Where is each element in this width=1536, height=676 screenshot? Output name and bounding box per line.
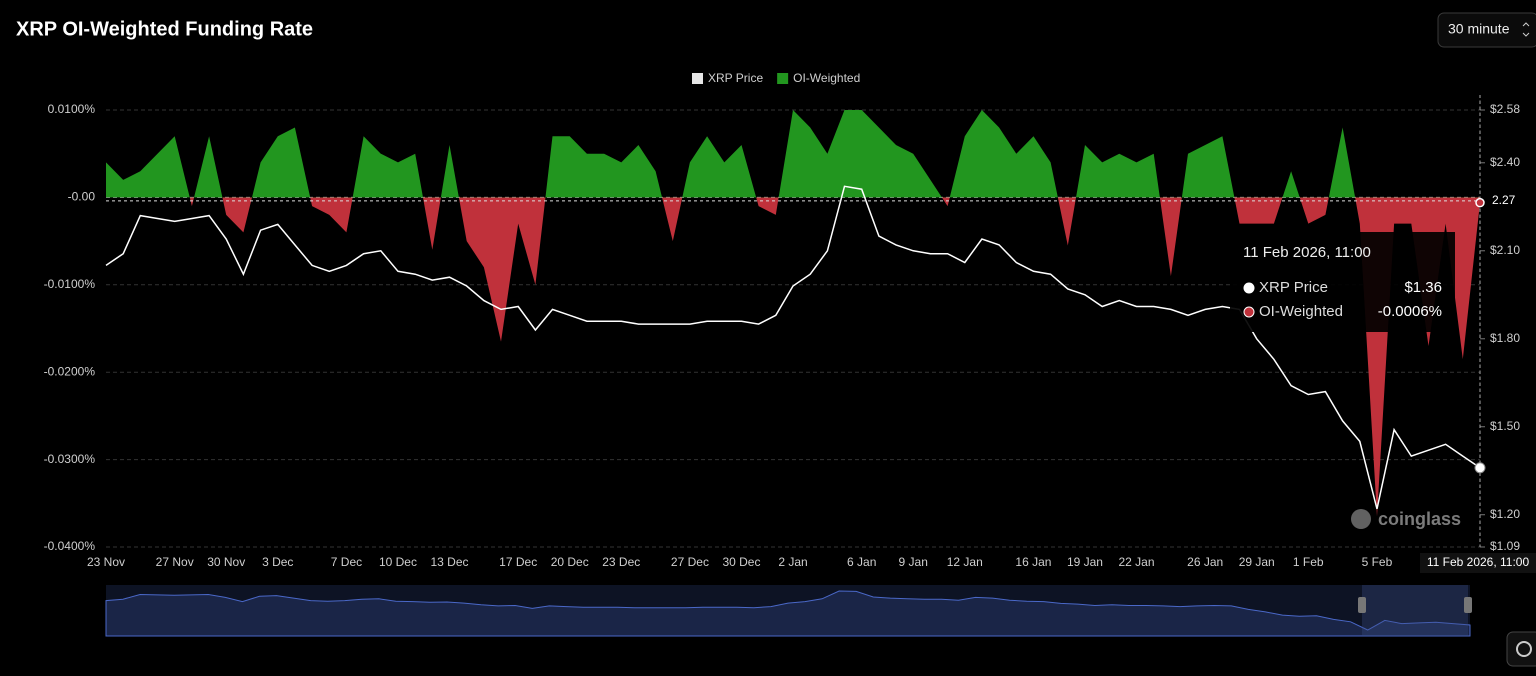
crosshair-y2-box [1484,191,1524,210]
y-tick-label: -0.00 [68,190,96,204]
x-tick-label: 13 Dec [430,555,468,569]
y2-tick-label: $1.09 [1490,539,1520,553]
y-tick-label: -0.0100% [44,277,96,291]
x-tick-label: 6 Jan [847,555,876,569]
navigator-area [105,590,1471,637]
tooltip-name: XRP Price [1259,279,1328,296]
navigator-handle[interactable] [1464,597,1472,613]
tooltip-title: 11 Feb 2026, 11:00 [1243,244,1371,261]
crosshair-y2-label: 2.27 [1492,193,1516,207]
x-tick-label: 23 Dec [602,555,640,569]
watermark-icon [1351,509,1371,529]
settings-button[interactable] [1506,631,1536,667]
tooltip: 11 Feb 2026, 11:00 XRP Price $1.36 OI-Weigh… [1230,232,1455,332]
x-tick-label: 29 Jan [1239,555,1275,569]
x-tick-label: 10 Dec [379,555,417,569]
x-tick-label: 5 Feb [1362,555,1393,569]
interval-select[interactable]: 30 minute [1437,12,1536,48]
settings-icon [1516,641,1532,657]
funding-area [106,110,1480,517]
y2-tick-label: $1.20 [1490,507,1520,521]
x-tick-label: 30 Dec [722,555,760,569]
select-label[interactable]: 30 minute [1448,21,1510,37]
y2-tick-label: $2.10 [1490,243,1520,257]
x-tick-label: 3 Dec [262,555,293,569]
chart-title: XRP OI-Weighted Funding Rate [16,18,313,40]
y2-tick-label: $2.40 [1490,155,1520,169]
tooltip-dot [1243,306,1255,318]
y-tick-label: 0.0100% [48,102,96,116]
x-tick-label: 2 Jan [778,555,807,569]
x-tick-label: 17 Dec [499,555,537,569]
x-tick-label: 19 Jan [1067,555,1103,569]
tooltip-value: -0.0006% [1378,303,1442,320]
x-tick-label: 7 Dec [331,555,362,569]
select-box[interactable] [1437,12,1536,48]
legend-swatch [692,73,703,84]
legend: XRP Price OI-Weighted [692,71,860,85]
legend-label: XRP Price [708,71,763,85]
y2-tick-label: $1.80 [1490,331,1520,345]
navigator-selection[interactable] [1362,585,1468,636]
y2-tick-label: $1.50 [1490,419,1520,433]
tooltip-dot [1243,282,1255,294]
x-tick-label: 30 Nov [207,555,245,569]
watermark: coinglass [1378,509,1461,529]
tooltip-name: OI-Weighted [1259,303,1343,320]
crosshair-x-box [1420,553,1536,573]
x-tick-label: 26 Jan [1187,555,1223,569]
tooltip-box [1230,232,1455,332]
y-tick-label: -0.0400% [44,539,96,553]
select-arrows [1522,22,1530,37]
x-tick-label: 27 Nov [156,555,194,569]
x-tick-label: 12 Jan [947,555,983,569]
x-tick-label: 1 Feb [1293,555,1324,569]
x-tick-label: 16 Jan [1015,555,1051,569]
price-point [1474,462,1486,474]
x-tick-label: 22 Jan [1118,555,1154,569]
legend-label: OI-Weighted [793,71,860,85]
crosshair-x-label: 11 Feb 2026, 11:00 [1427,555,1530,569]
navigator-handle[interactable] [1358,597,1366,613]
x-tick-label: 27 Dec [671,555,709,569]
x-tick-label: 23 Nov [87,555,125,569]
y2-tick-label: $2.58 [1490,102,1520,116]
x-tick-label: 9 Jan [899,555,928,569]
x-tick-label: 20 Dec [551,555,589,569]
funding-point [1475,197,1485,208]
y-tick-label: -0.0200% [44,364,96,378]
y-tick-label: -0.0300% [44,452,96,466]
legend-swatch [777,73,789,84]
tooltip-value: $1.36 [1404,279,1442,296]
